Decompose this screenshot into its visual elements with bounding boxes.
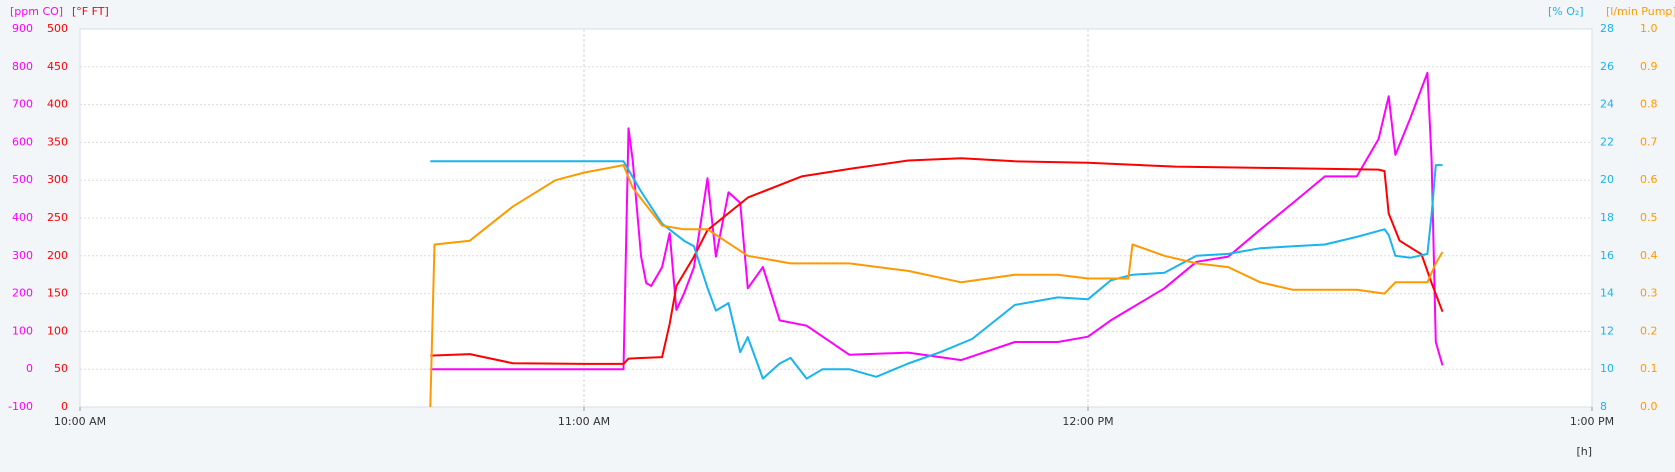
y-axis-title: [l/min Pump]: [1606, 5, 1675, 18]
y-tick-label: 16: [1600, 249, 1614, 262]
series-line: [429, 164, 1444, 408]
y-tick-label: 0.5: [1640, 211, 1658, 224]
y-tick-label: 0.7: [1640, 135, 1658, 148]
y-tick-label: 22: [1600, 135, 1614, 148]
y-tick-label: 1.0: [1640, 22, 1658, 35]
x-tick-label: 10:00 AM: [54, 415, 106, 428]
y-tick-label: 50: [54, 362, 68, 375]
y-tick-label: 0.4: [1640, 249, 1658, 262]
y-tick-label: 250: [47, 211, 68, 224]
y-tick-label: 300: [47, 173, 68, 186]
y-tick-label: 350: [47, 135, 68, 148]
y-tick-label: 200: [12, 287, 33, 300]
y-tick-label: 500: [47, 22, 68, 35]
series-line: [430, 157, 1444, 365]
y-axis-title: [ppm CO]: [10, 5, 63, 18]
y-tick-label: 10: [1600, 362, 1614, 375]
y-tick-label: 0.2: [1640, 324, 1658, 337]
y-tick-label: 0.1: [1640, 362, 1658, 375]
series-line: [430, 71, 1444, 371]
y-tick-label: 0: [61, 400, 68, 413]
y-tick-label: -100: [8, 400, 33, 413]
y-tick-label: 26: [1600, 60, 1614, 73]
y-tick-label: 300: [12, 249, 33, 262]
x-tick-label: 1:00 PM: [1570, 415, 1614, 428]
y-tick-label: 500: [12, 173, 33, 186]
y-axis-title: [°F FT]: [72, 5, 109, 18]
y-tick-label: 0.9: [1640, 60, 1658, 73]
y-tick-label: 900: [12, 22, 33, 35]
y-tick-label: 0.8: [1640, 98, 1658, 111]
y-tick-label: 0.0: [1640, 400, 1658, 413]
x-tick-label: 11:00 AM: [558, 415, 610, 428]
y-tick-label: 0.3: [1640, 287, 1658, 300]
x-axis-unit: [h]: [1576, 445, 1592, 458]
y-tick-label: 100: [47, 324, 68, 337]
y-tick-label: 150: [47, 287, 68, 300]
y-tick-label: 450: [47, 60, 68, 73]
y-tick-label: 100: [12, 324, 33, 337]
y-tick-label: 28: [1600, 22, 1614, 35]
y-tick-label: 400: [47, 98, 68, 111]
y-tick-label: 0.6: [1640, 173, 1658, 186]
y-tick-label: 200: [47, 249, 68, 262]
y-tick-label: 700: [12, 98, 33, 111]
y-tick-label: 400: [12, 211, 33, 224]
series-line: [430, 160, 1443, 380]
y-tick-label: 600: [12, 135, 33, 148]
y-tick-label: 8: [1600, 400, 1607, 413]
y-tick-label: 24: [1600, 98, 1614, 111]
y-tick-label: 14: [1600, 287, 1614, 300]
y-tick-label: 12: [1600, 324, 1614, 337]
x-tick-label: 12:00 PM: [1062, 415, 1113, 428]
y-tick-label: 0: [26, 362, 33, 375]
y-tick-label: 20: [1600, 173, 1614, 186]
y-tick-label: 800: [12, 60, 33, 73]
y-axis-title: [% O₂]: [1548, 5, 1584, 18]
y-tick-label: 18: [1600, 211, 1614, 224]
